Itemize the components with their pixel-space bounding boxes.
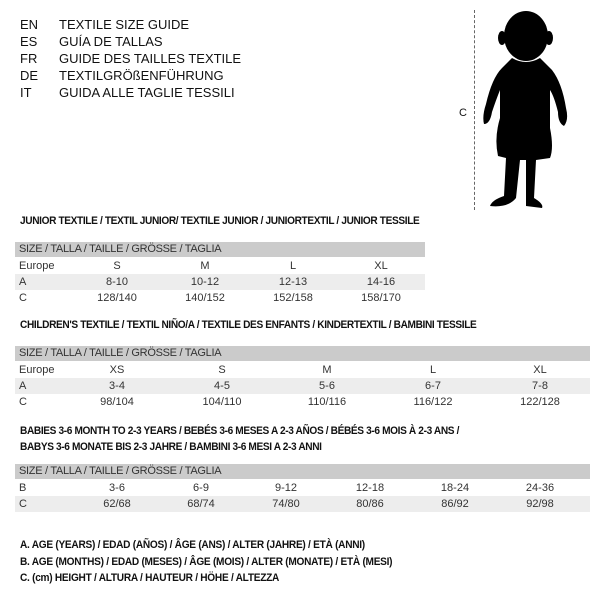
table-cell: 4-5 <box>214 380 230 392</box>
section-heading: CHILDREN'S TEXTILE / TEXTIL NIÑO/A / TEX… <box>20 319 477 331</box>
table-cell: 158/170 <box>361 292 401 304</box>
row-label: B <box>19 482 27 494</box>
table-cell: 140/152 <box>185 292 225 304</box>
table-cell: M <box>200 260 210 272</box>
height-label: C <box>459 107 467 119</box>
table-cell: 3-6 <box>109 482 125 494</box>
legend-item: B. AGE (MONTHS) / EDAD (MESES) / ÂGE (MO… <box>20 555 393 568</box>
row-label: C <box>19 498 27 510</box>
table-cell: 12-18 <box>355 482 385 494</box>
language-code: IT <box>20 85 32 100</box>
table-cell: XL <box>533 364 547 376</box>
legend-item: A. AGE (YEARS) / EDAD (AÑOS) / ÂGE (ANS)… <box>20 539 365 551</box>
table-cell: S <box>218 364 226 376</box>
table-cell: 80/86 <box>356 498 384 510</box>
table-cell: 98/104 <box>100 396 134 408</box>
table-row: A 8-10 10-12 12-13 14-16 <box>15 274 425 290</box>
row-label: A <box>19 380 27 392</box>
child-silhouette-image <box>483 11 568 208</box>
height-measure-line <box>474 10 475 210</box>
table-cell: 152/158 <box>273 292 313 304</box>
language-code: FR <box>20 51 38 66</box>
table-header: SIZE / TALLA / TAILLE / GRÖSSE / TAGLIA <box>15 464 590 479</box>
language-title: GUÍA DE TALLAS <box>59 34 163 49</box>
language-title: GUIDE DES TAILLES TEXTILE <box>59 51 242 66</box>
language-code: ES <box>20 34 38 49</box>
table-header: SIZE / TALLA / TAILLE / GRÖSSE / TAGLIA <box>15 346 590 361</box>
table-cell: 68/74 <box>187 498 215 510</box>
table-cell: 128/140 <box>97 292 137 304</box>
table-cell: 74/80 <box>272 498 300 510</box>
table-row: Europe S M L XL <box>15 258 425 274</box>
row-label: Europe <box>19 364 55 376</box>
table-cell: 6-9 <box>193 482 209 494</box>
table-row: C 128/140 140/152 152/158 158/170 <box>15 290 425 306</box>
table-row: C 98/104 104/110 110/116 116/122 122/128 <box>15 394 590 410</box>
language-title: GUIDA ALLE TAGLIE TESSILI <box>59 85 235 100</box>
language-code: EN <box>20 17 39 32</box>
row-label: C <box>19 292 27 304</box>
table-cell: 110/116 <box>307 396 347 408</box>
language-title: TEXTILE SIZE GUIDE <box>59 17 190 32</box>
legend-item: C. (cm) HEIGHT / ALTURA / HAUTEUR / HÖHE… <box>20 572 280 584</box>
table-cell: 86/92 <box>441 498 469 510</box>
table-cell: 7-8 <box>532 380 548 392</box>
table-cell: 18-24 <box>440 482 470 494</box>
table-row: Europe XS S M L XL <box>15 362 590 378</box>
table-cell: 8-10 <box>105 276 129 288</box>
section-heading: BABIES 3-6 MONTH TO 2-3 YEARS / BEBÉS 3-… <box>20 425 460 437</box>
table-header: SIZE / TALLA / TAILLE / GRÖSSE / TAGLIA <box>15 242 425 257</box>
table-cell: 10-12 <box>190 276 220 288</box>
table-cell: XL <box>374 260 388 272</box>
table-row: A 3-4 4-5 5-6 6-7 7-8 <box>15 378 590 394</box>
table-cell: 5-6 <box>319 380 335 392</box>
table-cell: 62/68 <box>103 498 131 510</box>
table-row: C 62/68 68/74 74/80 80/86 86/92 92/98 <box>15 496 590 512</box>
table-cell: 12-13 <box>278 276 308 288</box>
table-cell: 14-16 <box>366 276 396 288</box>
table-cell: L <box>429 364 437 376</box>
table-cell: 6-7 <box>425 380 441 392</box>
table-cell: L <box>289 260 297 272</box>
table-row: B 3-6 6-9 9-12 12-18 18-24 24-36 <box>15 480 590 496</box>
section-heading: BABYS 3-6 MONATE BIS 2-3 JAHRE / BAMBINI… <box>20 441 322 453</box>
table-cell: 9-12 <box>274 482 298 494</box>
row-label: A <box>19 276 27 288</box>
table-cell: 116/122 <box>413 396 453 408</box>
table-cell: 3-4 <box>109 380 125 392</box>
table-cell: 104/110 <box>202 396 242 408</box>
table-cell: 24-36 <box>525 482 555 494</box>
table-cell: S <box>113 260 121 272</box>
row-label: C <box>19 396 27 408</box>
row-label: Europe <box>19 260 55 272</box>
table-cell: 122/128 <box>520 396 560 408</box>
table-cell: 92/98 <box>526 498 554 510</box>
section-heading: JUNIOR TEXTILE / TEXTIL JUNIOR/ TEXTILE … <box>20 215 420 227</box>
table-cell: M <box>322 364 332 376</box>
language-code: DE <box>20 68 39 83</box>
language-title: TEXTILGRÖßENFÜHRUNG <box>59 68 224 83</box>
table-cell: XS <box>109 364 125 376</box>
